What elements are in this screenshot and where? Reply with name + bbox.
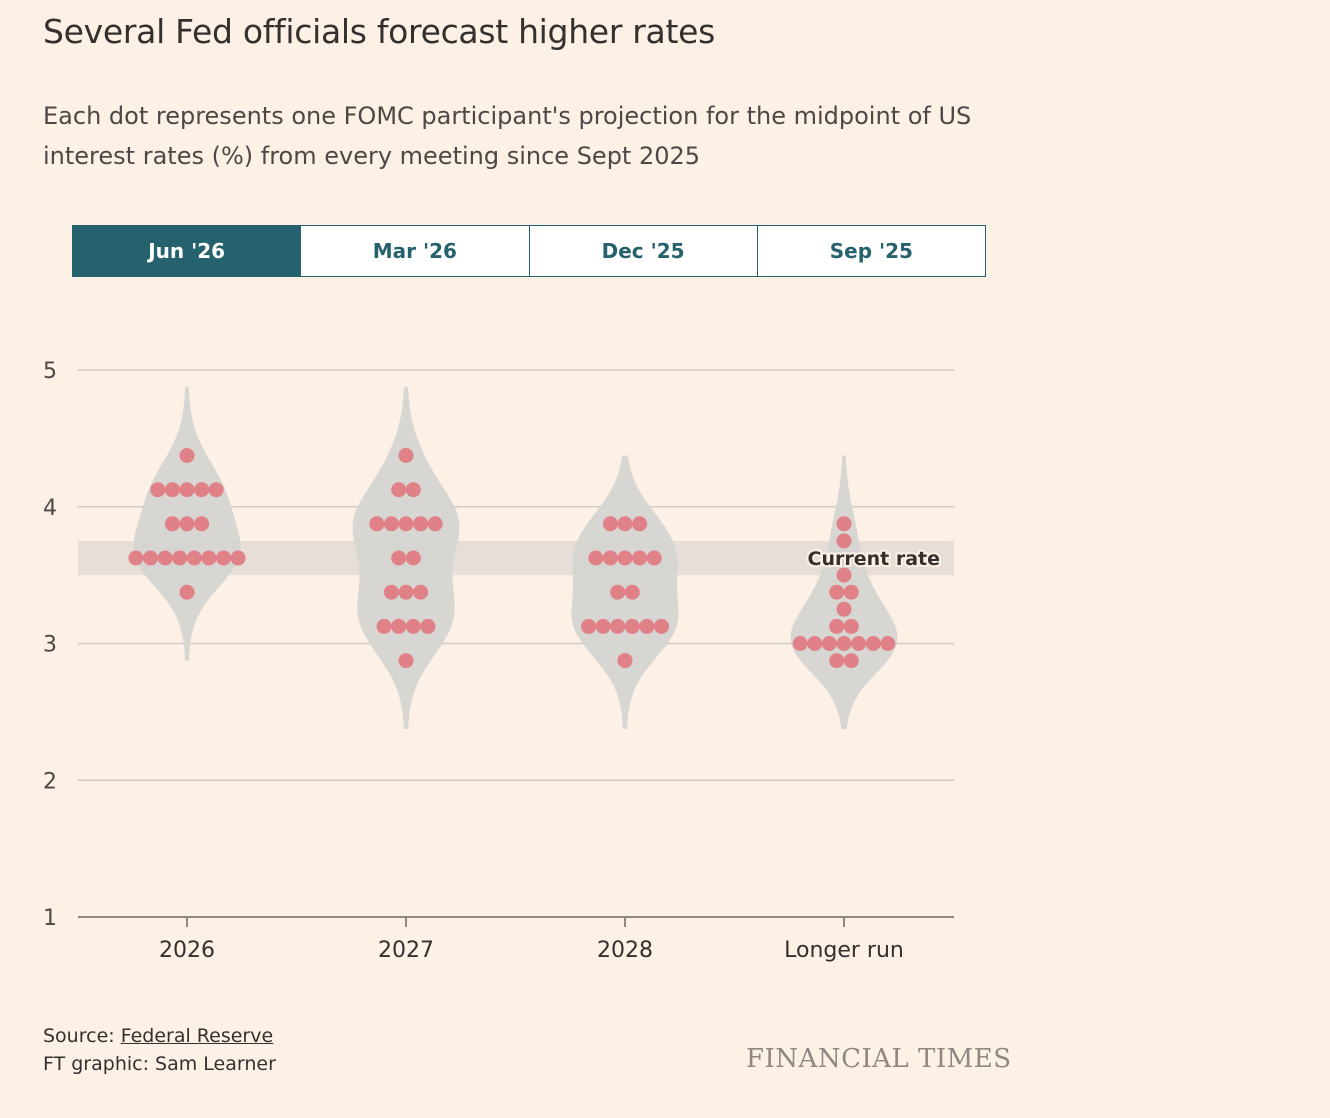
projection-dot: [179, 516, 195, 532]
projection-dot: [880, 636, 896, 651]
chart-title: Several Fed officials forecast higher ra…: [43, 12, 715, 51]
projection-dot: [836, 516, 852, 532]
projection-dot: [602, 516, 618, 532]
projection-dot: [865, 636, 881, 651]
projection-dot: [201, 550, 217, 566]
projection-dot: [836, 567, 852, 583]
projection-dot: [624, 618, 640, 634]
current-rate-label: Current rate: [808, 548, 940, 570]
projection-dot: [617, 653, 633, 669]
projection-dot: [595, 618, 611, 634]
projection-dot: [391, 550, 407, 566]
projection-dot: [216, 550, 231, 566]
projection-dot: [632, 516, 648, 532]
projection-dot: [208, 482, 224, 498]
projection-dot: [413, 584, 429, 600]
projection-dot: [610, 618, 626, 634]
source-line: Source: Federal Reserve: [43, 1022, 276, 1050]
tab-sep-25[interactable]: Sep '25: [756, 226, 985, 276]
projection-dot: [398, 584, 414, 600]
projection-dot: [821, 636, 837, 651]
projection-dot: [413, 516, 429, 532]
projection-dot: [172, 550, 188, 566]
y-tick-label: 2: [43, 769, 57, 794]
projection-dot: [179, 448, 195, 463]
projection-dot: [376, 618, 392, 634]
projection-dot: [157, 550, 173, 566]
projection-dot: [836, 636, 852, 651]
chart-subtitle: Each dot represents one FOMC participant…: [43, 102, 972, 170]
projection-dot: [632, 550, 648, 566]
y-tick-label: 1: [43, 906, 57, 931]
projection-dot: [186, 550, 202, 566]
y-tick-label: 5: [43, 359, 57, 384]
tab-jun-26[interactable]: Jun '26: [73, 226, 301, 276]
projection-dot: [128, 550, 144, 566]
projection-dot: [143, 550, 158, 566]
projection-dot: [405, 482, 421, 498]
projection-dot: [230, 550, 246, 566]
x-tick-label: 2026: [159, 938, 215, 963]
projection-dot: [654, 618, 669, 634]
projection-dot: [405, 618, 421, 634]
projection-dot: [581, 618, 596, 634]
projection-dot: [610, 584, 626, 600]
projection-dot: [179, 482, 195, 498]
x-tick-label: 2028: [597, 938, 653, 963]
projection-dot: [420, 618, 436, 634]
projection-dot: [164, 482, 180, 498]
projection-dot: [383, 584, 399, 600]
projection-dot: [194, 482, 210, 498]
projection-dot: [792, 636, 808, 651]
projection-dot: [405, 550, 421, 566]
y-tick-label: 4: [43, 496, 57, 521]
dot-plot-chart: 1 2 3 4 5 Current rate 2026 2027 2028 Longer run: [43, 359, 954, 963]
projection-dot: [164, 516, 180, 532]
projection-dot: [851, 636, 867, 651]
projection-dot: [194, 516, 210, 532]
ft-logo: FINANCIAL TIMES: [746, 1044, 1012, 1074]
projection-dot: [807, 636, 823, 651]
footer: Source: Federal Reserve FT graphic: Sam …: [43, 1022, 276, 1078]
projection-dot: [179, 584, 195, 600]
projection-dot: [843, 618, 859, 634]
projection-dot: [617, 550, 633, 566]
projection-dot: [369, 516, 385, 532]
projection-dot: [398, 653, 414, 669]
projection-dot: [150, 482, 166, 498]
projection-dot: [843, 584, 859, 600]
projection-dot: [836, 601, 852, 617]
credit-line: FT graphic: Sam Learner: [43, 1053, 276, 1075]
y-tick-label: 3: [43, 633, 57, 658]
projection-dot: [398, 448, 414, 463]
projection-dot: [624, 584, 640, 600]
tab-mar-26[interactable]: Mar '26: [300, 226, 529, 276]
projection-dot: [398, 516, 414, 532]
projection-dot: [391, 482, 407, 498]
projection-dot: [391, 618, 407, 634]
source-prefix: Source:: [43, 1025, 121, 1047]
x-tick-label: Longer run: [784, 938, 904, 963]
projection-dot: [617, 516, 633, 532]
projection-dot: [843, 653, 859, 669]
meeting-tabs: Jun '26 Mar '26 Dec '25 Sep '25: [72, 225, 986, 277]
source-link[interactable]: Federal Reserve: [120, 1025, 274, 1047]
projection-dot: [829, 653, 845, 669]
projection-dot: [588, 550, 604, 566]
projection-dot: [836, 533, 852, 549]
projection-dot: [602, 550, 618, 566]
x-tick-label: 2027: [378, 938, 434, 963]
projection-dot: [383, 516, 399, 532]
projection-dot: [639, 618, 655, 634]
tab-dec-25[interactable]: Dec '25: [528, 226, 757, 276]
projection-dot: [427, 516, 443, 532]
projection-dot: [829, 584, 845, 600]
projection-dot: [829, 618, 845, 634]
projection-dot: [646, 550, 662, 566]
